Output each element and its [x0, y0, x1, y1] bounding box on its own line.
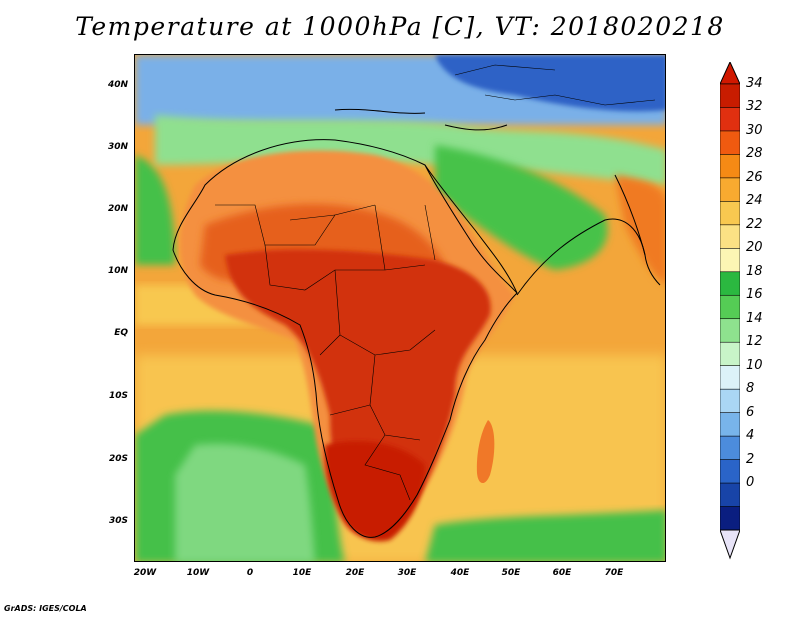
colorbar-segment [720, 365, 740, 390]
colorbar-segment [720, 107, 740, 132]
colorbar [720, 62, 740, 560]
coastlines [172, 108, 661, 538]
colorbar-segment [720, 459, 740, 484]
lat-tick-label: 20S [108, 454, 128, 464]
lon-tick-label: 20E [345, 568, 365, 578]
colorbar-tick-label: 26 [746, 169, 763, 185]
mediterranean-green [155, 115, 665, 185]
lat-tick-label: 40N [107, 80, 128, 90]
lat-tick-label: EQ [114, 328, 128, 338]
colorbar-segment [720, 201, 740, 226]
south-atlantic-light-green [175, 443, 315, 561]
colorbar-tick-label: 30 [746, 122, 763, 138]
lon-tick-label: 50E [501, 568, 521, 578]
madagascar [476, 420, 495, 484]
lat-tick-label: 30N [107, 142, 128, 152]
colorbar-segment [720, 435, 740, 461]
colorbar-segment [720, 271, 740, 296]
colorbar-tick-label: 28 [746, 146, 763, 162]
colorbar-tick-label: 16 [746, 287, 763, 303]
lon-tick-label: 40E [450, 568, 470, 578]
colorbar-tick-label: 10 [746, 357, 763, 373]
colorbar-segment [720, 83, 740, 109]
colorbar-tick-label: 14 [746, 310, 763, 326]
colorbar-segment [720, 177, 740, 202]
colorbar-tick-label: 6 [746, 404, 755, 420]
north-atlantic-green [135, 155, 175, 265]
lon-tick-label: 70E [604, 568, 624, 578]
colorbar-segment [720, 341, 740, 367]
lat-tick-label: 20N [107, 204, 128, 214]
colorbar-tick-label: 22 [746, 216, 763, 232]
colorbar-tick-label: 18 [746, 263, 763, 279]
colorbar-tick-label: 4 [746, 428, 755, 444]
colorbar-tick-label: 34 [746, 76, 763, 91]
lat-tick-label: 10S [108, 391, 128, 401]
lon-tick-label: 0 [246, 568, 254, 578]
colorbar-segment [720, 294, 740, 320]
colorbar-tick-label: 8 [746, 381, 755, 397]
colorbar-segment [720, 318, 740, 343]
colorbar-segment [720, 388, 740, 414]
southern-africa-hot [324, 441, 425, 542]
lon-tick-label: 10E [292, 568, 312, 578]
middle-east-green [435, 145, 608, 270]
lon-tick-label: 20W [133, 568, 157, 578]
north-deep-cold [435, 55, 665, 112]
colorbar-segment [720, 412, 740, 437]
colorbar-tick-label: 2 [746, 451, 755, 467]
country-borders [215, 64, 656, 501]
colorbar-tick-label: 20 [746, 240, 763, 256]
colorbar-segment [720, 130, 740, 156]
colorbar-tick-label: 12 [746, 334, 763, 350]
credit-text: GrADS: IGES/COLA [4, 604, 87, 613]
lon-tick-label: 60E [552, 568, 572, 578]
south-indian-green [425, 510, 665, 561]
lon-tick-label: 30E [397, 568, 417, 578]
temperature-map [134, 54, 666, 562]
colorbar-tick-label: 32 [746, 99, 763, 115]
map-title: Temperature at 1000hPa [C], VT: 20180202… [75, 12, 725, 41]
lat-tick-label: 30S [108, 516, 128, 526]
colorbar-segment [720, 154, 740, 179]
colorbar-top-arrow [720, 62, 740, 85]
temperature-map-canvas [135, 55, 665, 561]
colorbar-segment [720, 224, 740, 249]
colorbar-tick-label: 0 [746, 475, 755, 491]
colorbar-segment [720, 482, 740, 508]
colorbar-tick-label: 24 [746, 193, 763, 209]
colorbar-segment [720, 506, 740, 531]
colorbar-bottom-arrow [720, 529, 740, 560]
lat-tick-label: 10N [107, 266, 128, 276]
colorbar-segment [720, 248, 740, 273]
lon-tick-label: 10W [186, 568, 210, 578]
